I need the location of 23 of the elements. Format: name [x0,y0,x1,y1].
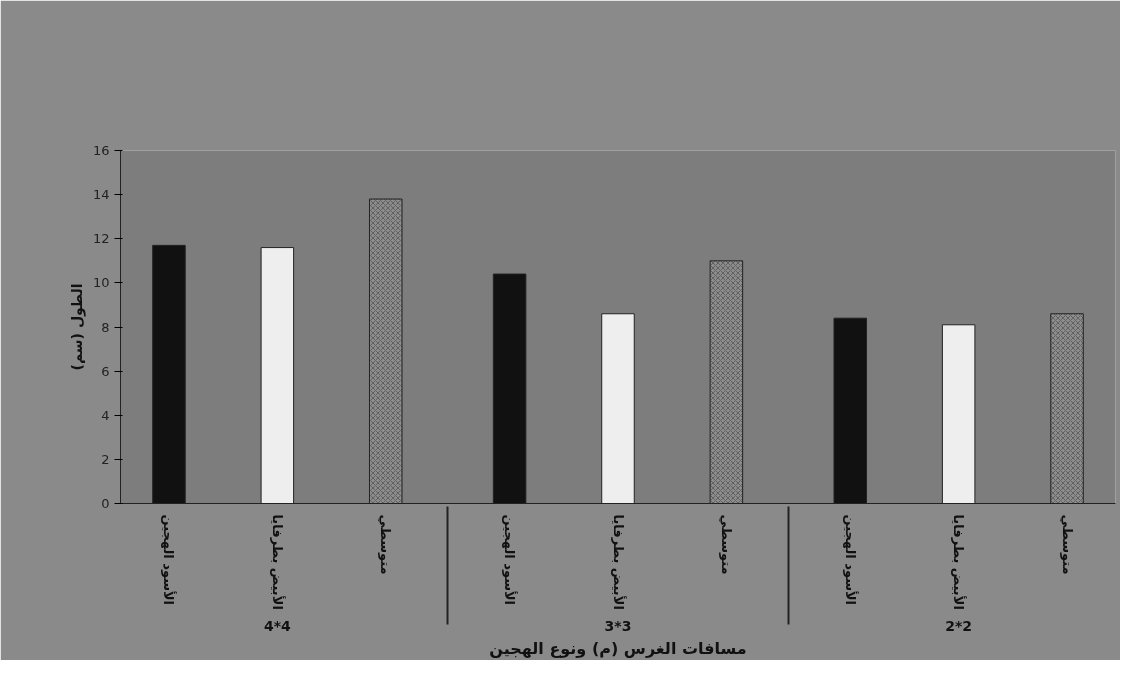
x-tick-label: الأسود الهجين [502,514,519,606]
x-tick-label: الأبيض بطرفايا [951,514,968,610]
y-tick-label: 6 [101,363,110,379]
x-tick-label: الأبيض بطرفايا [269,514,286,610]
y-tick-label: 4 [101,407,110,423]
y-tick-label: 14 [92,187,110,203]
x-axis-title: مسافات الغرس (م) ونوع الهجين [489,638,747,658]
x-tick-label: متوسطي [1059,514,1075,575]
x-tick-label: متوسطي [718,514,734,575]
x-tick-label: الأسود الهجين [842,514,859,606]
y-axis-title: الطول (سم) [68,283,86,371]
text: 2*2 [945,617,973,634]
y-tick-label: 0 [101,496,110,511]
y-tick-label: 2 [101,451,110,467]
y-tick-label: 12 [92,231,110,247]
text: 3*3 [604,617,632,634]
x-tick-label: الأبيض بطرفايا [610,514,627,610]
x-tick-label: الأسود الهجين [161,514,178,606]
text: 4*4 [263,617,292,634]
y-tick-label: 8 [101,319,110,335]
y-tick-label: 10 [92,275,110,291]
y-tick-label: 16 [92,143,110,158]
x-tick-label: متوسطي [378,514,394,575]
